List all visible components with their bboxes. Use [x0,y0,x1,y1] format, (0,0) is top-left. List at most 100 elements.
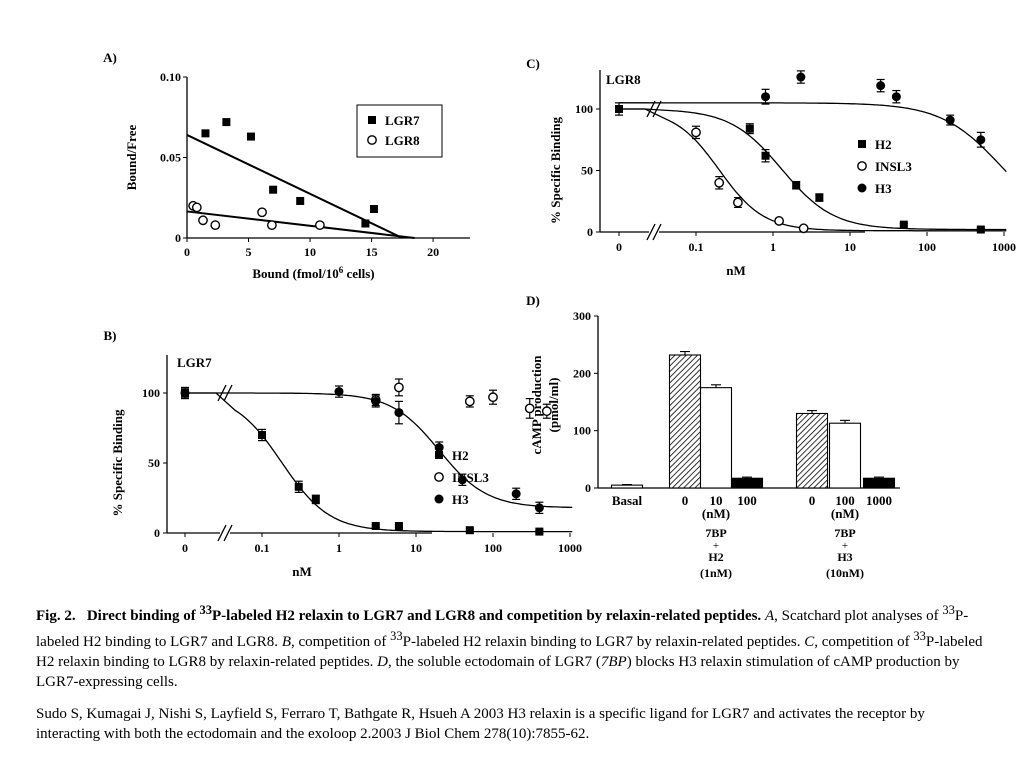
panel-a-point-lgr8 [314,220,325,231]
panel-a-x-axis-label-post: cells) [343,266,374,281]
caption-b-post: P-labeled H2 relaxin binding to LGR7 by … [402,634,805,650]
panel-d-group-label-line4: (10nM) [826,566,864,580]
panel-b-y-axis-label: % Specific Binding [110,409,125,516]
panel-c-x-tick-label: 0.1 [689,240,704,254]
panel-b-point-insl3 [541,406,552,417]
caption-b-pre: , competition of [290,634,391,650]
panel-c-point-h3 [796,72,806,82]
panel-c-x-tick-label: 1 [770,240,776,254]
panel-d-bar [730,477,764,489]
panel-c-x-tick-label: 100 [918,240,936,254]
panel-a-legend-box [356,104,443,158]
caption-title-post: P-labeled H2 relaxin to LGR7 and LGR8 an… [212,608,762,624]
figure-caption: Fig. 2. Direct binding of 33P-labeled H2… [36,600,991,692]
panel-d-group-unit: (nM) [702,506,730,521]
caption-d-post: ) blocks H3 relaxin stimulation of cAMP … [36,654,960,690]
panel-d-group-unit: (nM) [831,506,859,521]
panel-a-x-tick-label: 20 [427,245,439,259]
panel-a-point-lgr7 [269,185,278,194]
panel-b-legend-label-h2: H2 [452,448,469,463]
panel-a-point-lgr7 [370,205,379,214]
panel-c-point-h2 [976,225,985,234]
panel-a-y-axis-label: Bound/Free [124,125,139,191]
panel-b-point-h2 [535,527,544,536]
caption-fig-number: Fig. 2. [36,608,76,624]
panel-a-x-axis-label: Bound (fmol/106 cells) [252,265,374,281]
caption-a-letter: A [764,608,775,624]
panel-a-x-axis-label-sup: 6 [339,265,344,275]
caption-title-sup: 33 [199,603,213,617]
panel-c-point-h2 [899,220,908,229]
panel-b-point-h3 [511,489,521,499]
caption-title: Direct binding of 33P-labeled H2 relaxin… [86,603,762,624]
panel-b-point-h2 [258,431,266,439]
panel-a-x-tick-label: 0 [184,245,190,259]
panel-b-subtitle: LGR7 [177,355,212,370]
panel-a-label: A) [103,50,117,65]
panel-b-x-axis-break [217,524,227,542]
panel-a-legend-label-lgr7: LGR7 [385,113,420,128]
caption-c-sup: 33 [913,629,926,643]
panel-a-point-lgr7 [201,129,210,138]
panel-b-point-h3 [434,443,444,453]
panel-d-y-axis-label-line2: (pmol/ml) [546,378,561,433]
panel-c-point-h3 [876,81,886,91]
panel-b-x-tick-label: 0.1 [255,541,270,555]
panel-c-point-insl3 [714,177,725,188]
panel-a-point-lgr7 [296,196,305,205]
panel-c-curve-break [652,100,662,118]
panel-b-y-tick-label: 0 [154,526,160,540]
panel-a-legend-marker-lgr8 [367,135,377,145]
panel-d-category-label: 0 [682,493,689,508]
panel-a-x-tick-label: 10 [304,245,316,259]
panel-b-legend-marker-h3 [434,494,444,504]
panel-c-x-tick-label: 10 [844,240,856,254]
panel-c-point-insl3 [691,127,701,138]
panel-c-point-h3 [761,92,771,102]
panel-b-legend-marker-h2 [435,451,443,459]
panel-c-point-h2 [792,181,801,190]
panel-a-point-lgr8 [266,220,277,231]
panel-c-y-tick-label: 100 [575,102,593,116]
panel-d-y-axis-label-line1: cAMP production [529,355,544,455]
panel-c-fit-curve-h3 [619,102,1007,173]
citation-text: Sudo S, Kumagai J, Nishi S, Layfield S, … [36,706,925,742]
panel-b-x-axis-break [223,524,233,542]
panel-a-x-tick-label: 15 [366,245,378,259]
panel-a-legend-marker-lgr7 [368,116,376,124]
panel-d-category-label: 1000 [866,493,892,508]
panel-c-x-tick-label: 0 [616,240,622,254]
panel-d-category-label: 0 [809,493,816,508]
caption-d-pre: , the soluble ectodomain of LGR7 ( [388,654,601,670]
panel-c-x-axis-break [652,223,662,241]
panel-d-bar [828,422,862,489]
caption-a-post: P-labeled H2 binding to LGR7 and LGR8. [36,608,969,650]
panel-d-label: D) [526,293,540,308]
panel-c-point-h3 [976,135,986,145]
panel-b-legend-label-insl3: INSL3 [452,470,489,485]
panel-c-legend-marker-h2 [858,140,866,148]
panel-b-y-tick-label: 100 [142,386,160,400]
panel-d-group-label-line4: (1nM) [700,566,732,580]
panel-c-y-tick-label: 50 [581,164,593,178]
caption-a-sup: 33 [942,603,955,617]
panel-b-y-tick-label: 50 [148,456,160,470]
panel-c-legend-label-h3: H3 [875,181,892,196]
panel-b-point-insl3 [464,396,475,407]
panel-a-y-tick-label: 0.10 [160,70,181,84]
panel-b-point-h2 [394,522,403,530]
panel-b-x-tick-label: 1 [336,541,342,555]
panel-b-fit-curve-h2 [185,392,573,533]
caption-c-letter: C [804,634,815,650]
panel-b-x-tick-label: 100 [484,541,502,555]
panel-c-x-axis-break [646,223,656,241]
caption-d-italic: 7BP [600,654,627,670]
panel-c-point-h3 [891,92,901,102]
caption-title-pre: Direct binding of [86,608,200,624]
panel-b-point-h3 [457,475,467,485]
panel-b-legend-label-h3: H3 [452,492,469,507]
caption-c-post: P-labeled H2 relaxin binding to LGR8 by … [36,634,983,670]
panel-d-y-tick-label: 200 [573,366,591,380]
